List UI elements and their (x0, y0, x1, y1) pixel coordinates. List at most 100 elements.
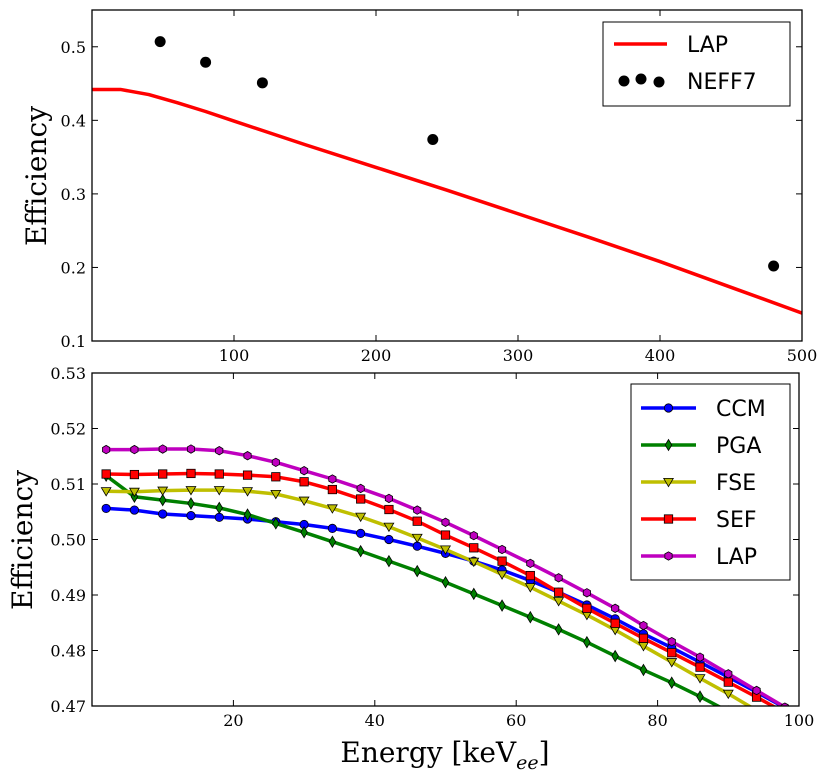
series-ccm-marker (214, 512, 224, 522)
x-axis-title-subscript: ee (516, 752, 539, 774)
series-lap-marker (752, 685, 761, 696)
series-pga-marker (300, 526, 308, 539)
series-lap-line (92, 87, 802, 315)
series-ccm-marker (327, 523, 337, 534)
top-legend-box (602, 21, 791, 107)
series-lap-marker (469, 530, 478, 541)
series-pga-marker (727, 705, 729, 706)
y-tick-label: 0.50 (50, 531, 86, 550)
top-plot-area (92, 36, 802, 315)
y-tick-label: 0.1 (61, 332, 86, 351)
legend-lap-marker (664, 551, 673, 561)
bottom-legend: CCM PGA FSE SEF LAP (630, 383, 791, 581)
series-pga-marker (356, 544, 365, 558)
series-pga-marker (413, 564, 421, 578)
legend-pga-label: PGA (716, 434, 761, 459)
series-lap-marker (441, 517, 450, 527)
series-ccm-marker (158, 509, 168, 519)
series-sef-marker (412, 516, 422, 526)
series-lap-marker (300, 466, 309, 476)
x-tick-label: 100 (219, 346, 250, 365)
series-lap-marker (384, 493, 393, 504)
series-pga-marker (272, 517, 280, 530)
legend-lap-label: LAP (687, 33, 728, 58)
legend-fse-marker (663, 477, 674, 488)
bottom-y-axis-title: Efficiency (6, 470, 39, 610)
bottom-axis-ticks: 20 40 60 80 100 0.47 0.48 0.49 0.50 0.51 0.52 0.53 (50, 364, 814, 730)
series-pga-marker (611, 649, 619, 663)
y-tick-label: 0.5 (61, 38, 86, 57)
series-fse-marker (496, 570, 508, 580)
bottom-chart-panel: 20 40 60 80 1000.470.480.490.500.510.520.53 … (6, 364, 814, 774)
series-lap-marker (611, 603, 620, 613)
series-lap-marker (215, 446, 224, 456)
series-fse-marker (326, 504, 338, 514)
series-sef-marker (327, 484, 337, 495)
series-fse-marker (440, 545, 451, 555)
series-neff7-point (427, 133, 439, 145)
series-sef-marker (469, 543, 479, 553)
series-fse-marker (468, 557, 480, 568)
series-fse-marker (157, 486, 169, 497)
x-tick-label: 400 (645, 346, 676, 365)
series-sef-marker (638, 633, 649, 643)
y-tick-label: 0.2 (61, 258, 86, 277)
series-pga-marker (782, 739, 789, 750)
x-tick-label: 100 (784, 711, 815, 730)
series-sef-marker (271, 472, 281, 482)
series-fse-marker (694, 674, 706, 684)
series-lap-marker (158, 444, 167, 454)
series-lap-marker (780, 702, 789, 706)
series-pga-marker (441, 575, 450, 589)
series-sef-marker (440, 530, 451, 540)
y-tick-label: 0.48 (50, 642, 86, 661)
series-lap-marker (526, 558, 535, 569)
series-fse-marker (722, 689, 734, 700)
series-fse-marker (752, 707, 762, 715)
top-chart-panel: 100 200 300 400 500 0.1 0.2 0.3 0.4 0.5 Efficienc… (20, 9, 818, 365)
top-plot-frame (91, 9, 803, 342)
x-tick-label: 200 (361, 346, 392, 365)
series-pga-marker (639, 663, 648, 677)
legend-neff7-marker (635, 73, 647, 85)
x-tick-label: 20 (223, 711, 243, 730)
series-pga-marker (243, 508, 252, 521)
series-pga-marker (328, 535, 337, 548)
series-lap-marker (639, 620, 648, 631)
y-tick-label: 0.52 (50, 420, 86, 439)
top-legend: LAP NEFF7 (602, 21, 791, 107)
legend-ccm-marker (663, 403, 674, 413)
series-sef-marker (214, 469, 224, 479)
series-sef-marker (101, 469, 111, 479)
x-tick-label: 500 (787, 346, 818, 365)
series-neff7-point (200, 56, 212, 68)
legend-lap-label: LAP (716, 545, 757, 570)
series-lap-marker (582, 588, 591, 598)
legend-ccm-label: CCM (716, 397, 766, 422)
series-fse-marker (270, 489, 282, 500)
series-neff7-point (768, 260, 780, 272)
legend-sef-label: SEF (716, 508, 757, 533)
legend-neff7-marker (618, 75, 630, 87)
y-tick-label: 0.4 (61, 111, 86, 130)
x-axis-title-close: ] (539, 736, 550, 769)
series-sef-marker (554, 587, 564, 597)
y-tick-label: 0.3 (61, 185, 86, 204)
series-sef-marker (158, 469, 168, 479)
series-fse-marker (100, 487, 112, 497)
y-tick-label: 0.49 (50, 586, 86, 605)
series-lap-marker (667, 636, 676, 647)
series-neff7-point (256, 77, 268, 89)
series-pga-marker (554, 623, 563, 636)
series-lap-marker (102, 444, 111, 455)
legend-fse-label: FSE (716, 471, 756, 496)
x-tick-label: 60 (506, 711, 526, 730)
legend-sef-marker (663, 514, 674, 524)
series-sef-marker (582, 603, 592, 613)
x-tick-label: 300 (503, 346, 534, 365)
series-fse-marker (298, 496, 310, 507)
series-pga-marker (583, 635, 591, 649)
top-axis-ticks: 100 200 300 400 500 0.1 0.2 0.3 0.4 0.5 (61, 10, 818, 365)
series-pga-marker (158, 493, 167, 507)
series-lap-marker (271, 457, 280, 468)
